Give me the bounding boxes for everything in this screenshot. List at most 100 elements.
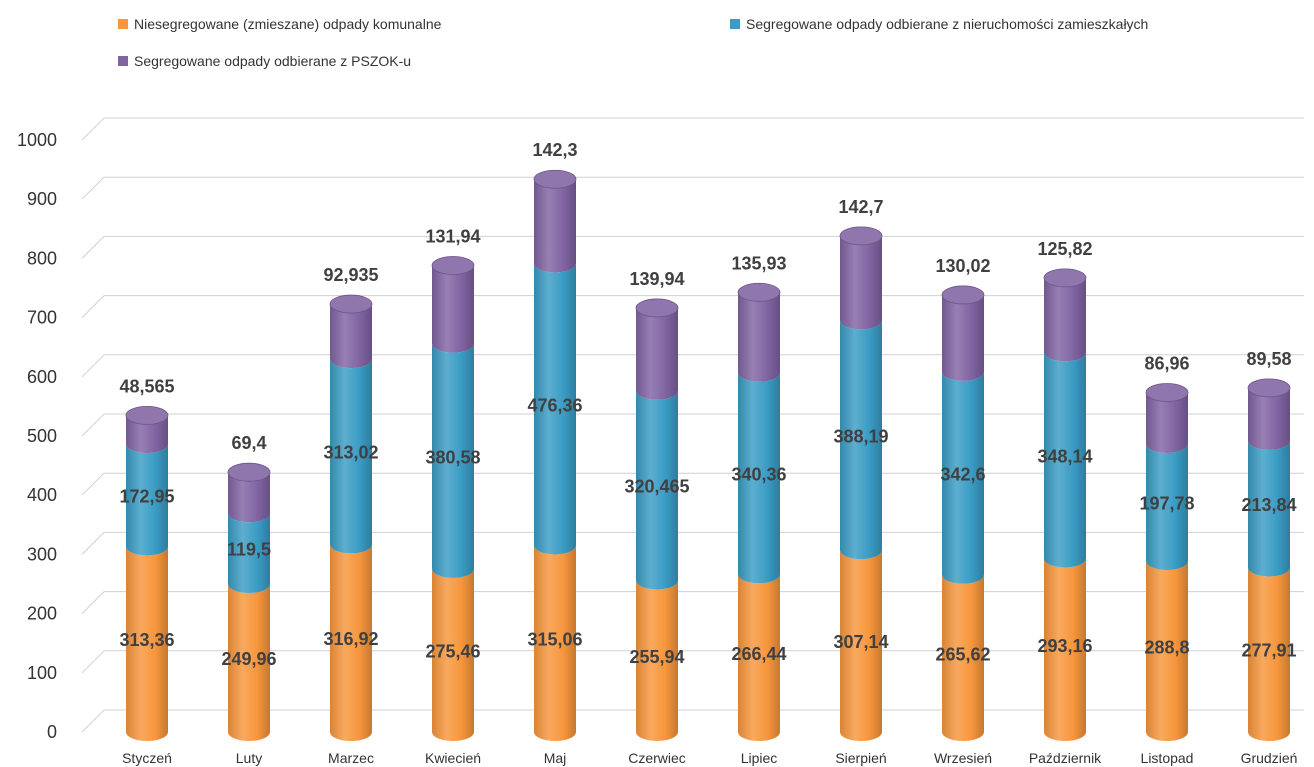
data-label: 388,19 (833, 426, 888, 446)
bar-segment (126, 415, 168, 454)
gridline-depth (81, 354, 105, 378)
legend-swatch (118, 56, 128, 66)
data-label: 342,6 (940, 464, 985, 484)
bar-segment (942, 294, 984, 381)
bar-segment (126, 444, 168, 556)
bar-segment (738, 292, 780, 382)
bar-segment (228, 584, 270, 741)
bar-segment (1146, 392, 1188, 453)
gridline-depth (81, 413, 105, 437)
data-label: 307,14 (833, 632, 888, 652)
bar-top-cap (1043, 268, 1087, 288)
bar-top-cap (1247, 378, 1291, 398)
bar-top-cap (941, 285, 985, 305)
bar-segment (1044, 277, 1086, 362)
bar-segment (432, 568, 474, 741)
y-tick-label: 1000 (17, 130, 57, 150)
bar-segment (738, 574, 780, 741)
legend-label: Niesegregowane (zmieszane) odpady komuna… (134, 16, 442, 32)
bar-segment (636, 390, 678, 590)
data-label: 213,84 (1241, 495, 1296, 515)
bar-top-cap (431, 256, 475, 275)
y-tick-label: 100 (27, 663, 57, 683)
bar-top-cap (329, 294, 373, 314)
y-tick-label: 900 (27, 189, 57, 209)
bar-segment (432, 265, 474, 353)
data-label: 266,44 (731, 644, 786, 664)
data-label: 142,7 (838, 197, 883, 217)
bar-segment (534, 545, 576, 741)
data-label: 142,3 (532, 140, 577, 160)
bar-segment (330, 544, 372, 741)
data-label: 275,46 (425, 641, 480, 661)
x-category-label: Kwiecień (425, 750, 481, 766)
bar-segment (228, 472, 270, 523)
data-label: 139,94 (629, 269, 684, 289)
bar-segment (738, 372, 780, 584)
y-tick-label: 200 (27, 604, 57, 624)
bar-segment (330, 304, 372, 369)
bar-segment (1146, 561, 1188, 741)
data-label: 48,565 (119, 376, 174, 396)
x-category-label: Sierpień (835, 750, 886, 766)
bar-segment (534, 263, 576, 555)
bar-segment (432, 343, 474, 578)
bar-segment (330, 359, 372, 554)
data-label: 316,92 (323, 629, 378, 649)
y-tick-label: 500 (27, 426, 57, 446)
bar-top-cap (635, 298, 679, 318)
data-label: 135,93 (731, 253, 786, 273)
y-tick-label: 800 (27, 248, 57, 268)
legend-label: Segregowane odpady odbierane z nieruchom… (746, 16, 1148, 32)
data-label: 131,94 (425, 227, 480, 247)
data-label: 255,94 (629, 647, 684, 667)
x-category-label: Wrzesień (934, 750, 992, 766)
y-tick-label: 300 (27, 544, 57, 564)
data-label: 92,935 (323, 265, 378, 285)
data-label: 69,4 (231, 433, 266, 453)
bar-top-cap (1145, 383, 1189, 402)
gridline-depth (81, 591, 105, 614)
gridline-depth (81, 472, 105, 496)
gridline-depth (81, 650, 105, 674)
y-tick-label: 0 (47, 722, 57, 742)
data-label: 348,14 (1037, 446, 1092, 466)
data-label: 315,06 (527, 630, 582, 650)
data-label: 277,91 (1241, 641, 1296, 661)
bar-top-cap (125, 405, 169, 425)
x-category-label: Grudzień (1241, 750, 1298, 766)
x-category-label: Listopad (1141, 750, 1194, 766)
x-category-label: Lipiec (741, 750, 778, 766)
y-tick-label: 400 (27, 485, 57, 505)
data-label: 313,02 (323, 443, 378, 463)
bar-top-cap (737, 282, 781, 302)
data-label: 249,96 (221, 649, 276, 669)
bar-top-cap (227, 462, 271, 482)
data-label: 125,82 (1037, 239, 1092, 259)
data-label: 172,95 (119, 486, 174, 506)
bar-segment (840, 235, 882, 330)
gridline-depth (81, 117, 105, 141)
data-label: 380,58 (425, 447, 480, 467)
bar-segment (1044, 558, 1086, 741)
data-label: 476,36 (527, 395, 582, 415)
data-label: 340,36 (731, 465, 786, 485)
data-label: 313,36 (119, 630, 174, 650)
bar-segment (1044, 352, 1086, 568)
data-label: 320,465 (624, 477, 689, 497)
gridline-depth (81, 709, 105, 733)
legend-label: Segregowane odpady odbierane z PSZOK-u (134, 53, 411, 69)
bar-segment (534, 179, 576, 273)
x-category-label: Październik (1029, 750, 1102, 766)
legend-swatch (118, 19, 128, 29)
data-label: 89,58 (1246, 349, 1291, 369)
data-label: 130,02 (935, 256, 990, 276)
data-label: 293,16 (1037, 636, 1092, 656)
bar-segment (840, 550, 882, 741)
bar-segment (942, 574, 984, 741)
legend-swatch (730, 19, 740, 29)
bar-segment (1248, 567, 1290, 741)
gridline-depth (81, 176, 105, 200)
gridline-depth (81, 236, 105, 259)
data-label: 86,96 (1144, 353, 1189, 373)
